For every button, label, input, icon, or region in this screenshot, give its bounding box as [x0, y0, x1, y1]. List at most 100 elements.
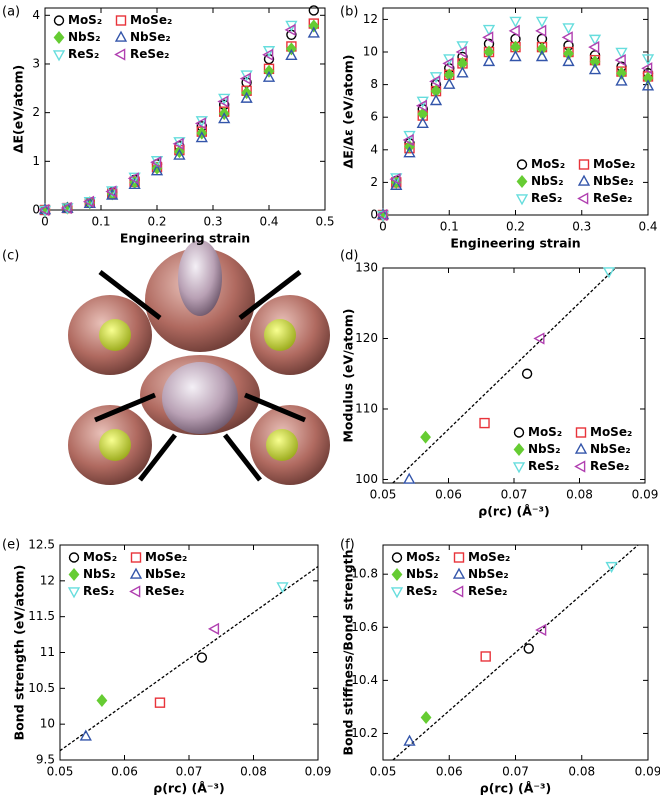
legend-marker: [513, 443, 525, 456]
y-tick-label: 2: [32, 105, 40, 119]
y-tick-label: 3: [32, 56, 40, 70]
data-point: [376, 208, 388, 222]
data-point: [106, 188, 119, 200]
y-tick-label: 10.4: [351, 673, 378, 687]
legend-label: ReS₂: [528, 459, 559, 473]
legend-marker: [53, 31, 65, 44]
data-point: [240, 91, 253, 103]
x-tick-label: 0.2: [147, 215, 166, 229]
data-point: [605, 561, 618, 574]
x-axis-label: Engineering strain: [450, 236, 580, 251]
legend-label: MoS₂: [68, 13, 102, 27]
data-point: [262, 70, 276, 82]
legend-marker: [512, 462, 526, 474]
y-tick-label: 120: [355, 331, 378, 345]
y-axis-label: Modulus (eV/atom): [341, 308, 356, 442]
legend-label: ReS₂: [68, 47, 99, 61]
legend-marker: [67, 587, 81, 599]
data-point: [390, 173, 403, 185]
data-point: [562, 54, 575, 67]
legend-marker: [574, 442, 588, 454]
x-tick-label: 0.07: [501, 488, 528, 502]
data-point: [521, 368, 533, 379]
x-tick-label: 0.1: [440, 220, 459, 234]
y-tick-label: 10: [363, 45, 378, 59]
data-point: [482, 24, 496, 37]
legend-label: NbSe₂: [590, 442, 631, 456]
legend-label: MoS₂: [531, 157, 565, 171]
data-point: [588, 34, 602, 46]
y-tick-label: 12.5: [28, 538, 55, 552]
data-point: [150, 156, 162, 169]
data-point: [194, 117, 207, 130]
legend-label: ReS₂: [531, 191, 562, 205]
x-axis-label: ρ(rc) (Å⁻³): [478, 504, 549, 519]
data-point: [402, 133, 414, 147]
legend-label: ReSe₂: [130, 47, 169, 61]
legend-label: MoSe₂: [145, 550, 187, 564]
data-point: [128, 177, 141, 189]
legend-label: MoSe₂: [468, 550, 510, 564]
data-point: [284, 23, 296, 37]
data-point: [615, 47, 628, 59]
data-point: [196, 652, 208, 663]
legend-marker: [129, 567, 143, 579]
plot-frame: [44, 7, 326, 211]
y-tick-label: 10.5: [28, 681, 55, 695]
fit-line: [392, 267, 616, 484]
legend-label: MoS₂: [83, 550, 117, 564]
y-axis-label: ΔE/Δε (eV/atom): [341, 55, 356, 169]
x-tick-label: 0.08: [240, 765, 267, 779]
legend-marker: [453, 552, 465, 563]
x-tick-label: 0.09: [635, 765, 660, 779]
data-point: [105, 185, 117, 198]
charge-density-image: [68, 240, 330, 485]
legend-label: NbSe₂: [468, 567, 509, 581]
x-tick-label: 0.09: [632, 488, 659, 502]
data-point: [641, 79, 655, 91]
legend-label: NbSe₂: [145, 567, 186, 581]
legend-label: ReS₂: [406, 584, 437, 598]
data-point: [285, 48, 298, 61]
data-point: [641, 62, 653, 75]
data-point: [262, 46, 276, 58]
x-tick-label: 0.3: [203, 215, 222, 229]
y-tick-label: 4: [32, 8, 40, 22]
legend-marker: [68, 568, 80, 581]
panel-label: (e): [2, 538, 20, 553]
x-tick-label: 0.1: [91, 215, 110, 229]
y-tick-label: 2: [370, 175, 378, 189]
legend-marker: [516, 175, 528, 188]
data-point: [38, 203, 50, 217]
data-point: [533, 332, 545, 345]
legend-marker: [130, 552, 142, 563]
data-point: [150, 164, 164, 176]
x-tick-label: 0.05: [370, 488, 397, 502]
data-point: [456, 66, 469, 78]
y-tick-label: 9.5: [36, 753, 55, 767]
y-tick-label: 8: [370, 77, 378, 91]
x-axis-label: ρ(rc) (Å⁻³): [153, 781, 224, 796]
data-point: [561, 31, 573, 44]
y-tick-label: 1: [32, 154, 40, 168]
x-axis-label: ρ(rc) (Å⁻³): [480, 781, 551, 796]
legend-label: MoSe₂: [590, 425, 632, 439]
x-tick-label: 0.05: [370, 765, 397, 779]
legend-marker: [577, 174, 591, 186]
data-point: [82, 195, 95, 208]
data-point: [307, 26, 320, 38]
y-tick-label: 10.2: [351, 726, 378, 740]
y-axis-label: ΔE(eV/atom): [11, 65, 26, 153]
legend-label: MoSe₂: [130, 13, 172, 27]
legend-marker: [391, 552, 403, 563]
data-point: [127, 172, 139, 185]
fit-line: [392, 544, 639, 761]
data-point: [588, 63, 602, 75]
x-tick-label: 0.5: [315, 215, 334, 229]
data-point: [563, 47, 574, 61]
x-tick-label: 0.07: [176, 765, 203, 779]
legend-label: NbS₂: [68, 30, 101, 44]
x-tick-label: 0.4: [259, 215, 278, 229]
data-point: [217, 95, 229, 108]
